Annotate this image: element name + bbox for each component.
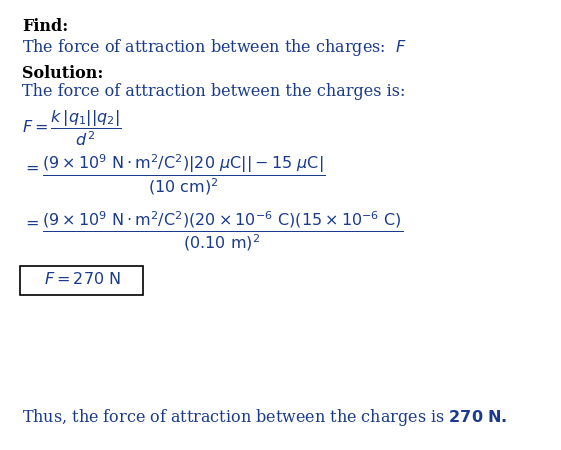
Text: The force of attraction between the charges:  $\mathit{F}$: The force of attraction between the char… [22,37,407,58]
Text: $=$: $=$ [22,214,39,231]
Text: $F = 270\ \mathrm{N}$: $F = 270\ \mathrm{N}$ [44,271,122,288]
Text: $\dfrac{\left(9\times10^{9}\ \mathrm{N \cdot m^{2}/C^{2}}\right)|20\ \mu\mathrm{: $\dfrac{\left(9\times10^{9}\ \mathrm{N \… [42,153,325,198]
Text: Thus, the force of attraction between the charges is $\mathbf{270\ N.}$: Thus, the force of attraction between th… [22,407,508,428]
Text: $=$: $=$ [22,158,39,176]
Text: $\dfrac{\left(9\times10^{9}\ \mathrm{N \cdot m^{2}/C^{2}}\right)\left(20\times10: $\dfrac{\left(9\times10^{9}\ \mathrm{N \… [42,209,403,252]
Text: $F = \dfrac{k\,|q_1||q_2|}{d^2}$: $F = \dfrac{k\,|q_1||q_2|}{d^2}$ [22,108,122,148]
Text: Find:: Find: [22,18,68,35]
Text: Solution:: Solution: [22,65,104,82]
Text: The force of attraction between the charges is:: The force of attraction between the char… [22,83,406,100]
Bar [20,266,143,295]
